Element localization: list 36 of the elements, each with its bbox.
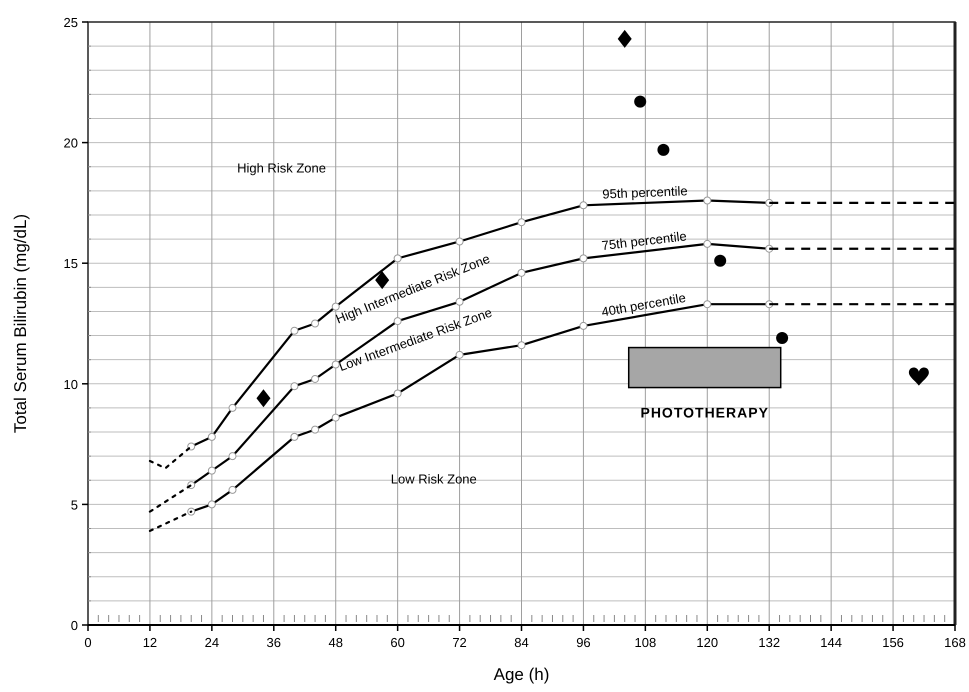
x-tick-label: 96	[576, 635, 591, 650]
point	[908, 368, 929, 386]
y-axis-title: Total Serum Bilirubin (mg/dL)	[11, 214, 30, 434]
text: 40th percentile	[600, 290, 687, 320]
x-tick-label: 36	[266, 635, 282, 650]
text: 75th percentile	[600, 228, 688, 254]
point	[618, 30, 632, 48]
x-axis-title: Age (h)	[494, 665, 550, 684]
point	[776, 332, 788, 344]
annotation: Low Risk Zone	[390, 472, 477, 487]
x-tick-label: 12	[142, 635, 158, 650]
point	[256, 389, 270, 408]
x-tick-label: 60	[390, 635, 405, 650]
x-tick-label: 156	[882, 635, 904, 650]
x-tick-label: 120	[696, 635, 718, 650]
y-tick-label: 25	[64, 15, 78, 30]
y-tick-label: 10	[64, 376, 78, 392]
x-tick-label: 108	[634, 635, 656, 650]
point	[634, 96, 646, 108]
x-tick-label: 84	[514, 635, 529, 650]
x-tick-label: 132	[758, 635, 780, 650]
point	[657, 144, 670, 156]
x-tick-label: 24	[204, 635, 220, 650]
x-tick-label: 144	[820, 635, 842, 650]
annotation: High Risk Zone	[237, 160, 326, 176]
x-tick-label: 0	[84, 635, 92, 650]
y-tick-label: 5	[70, 497, 78, 512]
y-tick-label: 15	[64, 256, 78, 272]
x-tick-label: 168	[944, 635, 966, 650]
x-tick-label: 72	[452, 635, 467, 650]
annotation: PHOTOTHERAPY	[640, 404, 769, 421]
series-label: 95th percentile	[602, 183, 688, 202]
point	[714, 254, 726, 267]
x-tick-label: 48	[328, 635, 343, 650]
y-tick-label: 0	[70, 618, 78, 633]
y-tick-label: 20	[64, 136, 78, 151]
